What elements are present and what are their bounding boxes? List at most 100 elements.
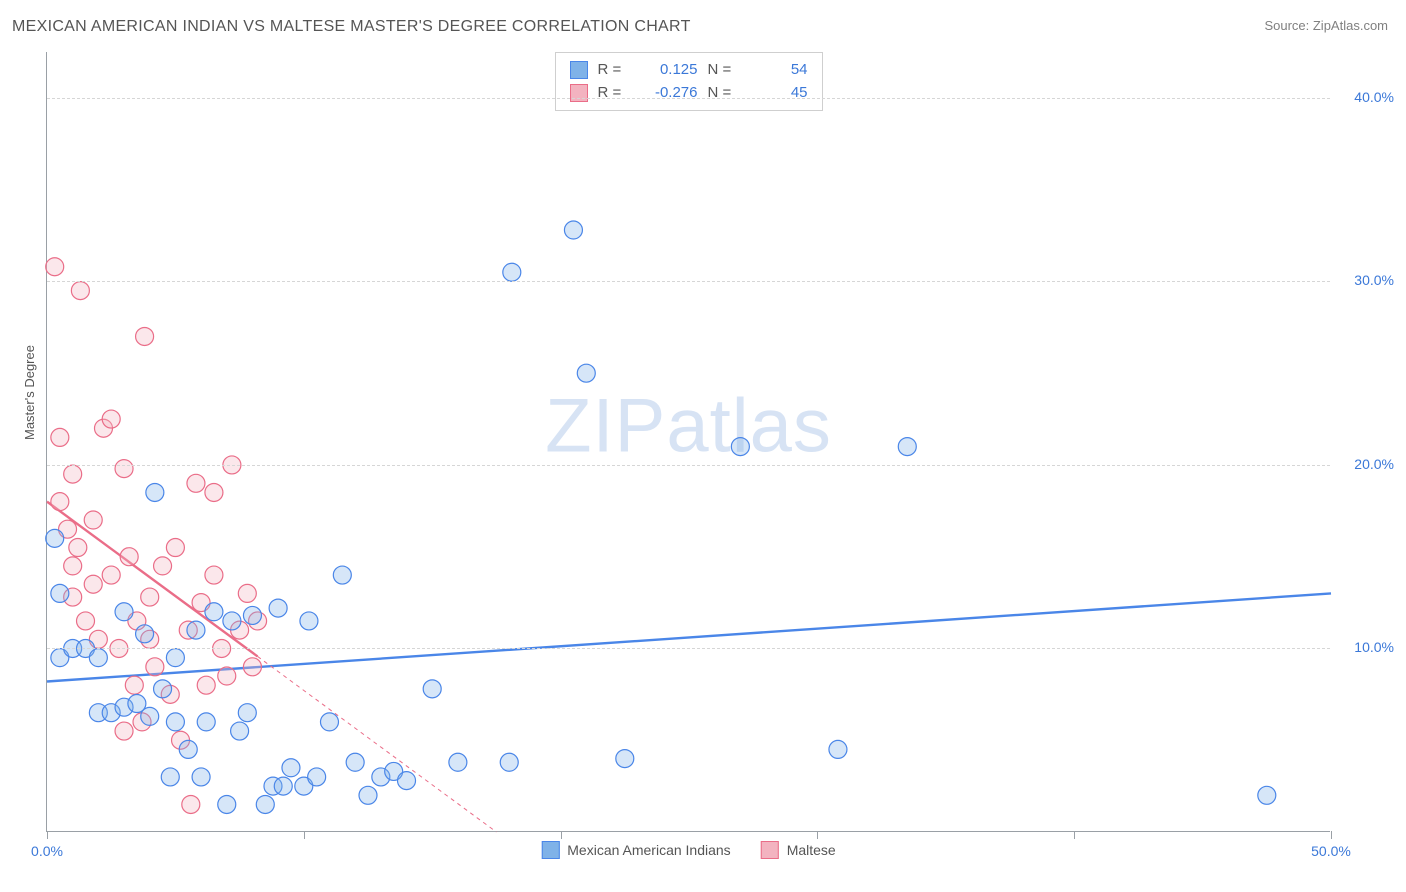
scatter-point (238, 584, 256, 602)
swatch-bottom-1 (541, 841, 559, 859)
r-label-2: R = (598, 82, 628, 105)
legend-label-2: Maltese (787, 842, 836, 858)
scatter-point (71, 282, 89, 300)
scatter-point (146, 658, 164, 676)
scatter-point (898, 438, 916, 456)
legend-label-1: Mexican American Indians (567, 842, 730, 858)
scatter-point (84, 511, 102, 529)
scatter-point (136, 327, 154, 345)
scatter-point (423, 680, 441, 698)
scatter-point (243, 658, 261, 676)
scatter-point (166, 649, 184, 667)
scatter-point (269, 599, 287, 617)
scatter-point (115, 722, 133, 740)
scatter-point (64, 557, 82, 575)
scatter-point (205, 566, 223, 584)
n-label-1: N = (708, 59, 738, 82)
r-label-1: R = (598, 59, 628, 82)
scatter-point (51, 428, 69, 446)
x-tick-mark (1074, 831, 1075, 839)
scatter-point (89, 649, 107, 667)
y-tick-label: 20.0% (1334, 456, 1394, 472)
scatter-point (333, 566, 351, 584)
scatter-point (102, 410, 120, 428)
scatter-point (161, 768, 179, 786)
legend-row-series-1: R = 0.125 N = 54 (570, 59, 808, 82)
gridline-h (47, 465, 1330, 466)
scatter-point (359, 786, 377, 804)
gridline-h (47, 98, 1330, 99)
x-tick-mark (817, 831, 818, 839)
swatch-series-1 (570, 61, 588, 79)
scatter-point (197, 713, 215, 731)
n-value-1: 54 (748, 59, 808, 82)
scatter-point (282, 759, 300, 777)
scatter-point (346, 753, 364, 771)
scatter-point (449, 753, 467, 771)
chart-svg (47, 52, 1330, 831)
legend-item-series-2: Maltese (761, 841, 836, 859)
series-legend: Mexican American Indians Maltese (541, 841, 835, 859)
scatter-point (182, 795, 200, 813)
plot-area: ZIPatlas R = 0.125 N = 54 R = -0.276 N =… (46, 52, 1330, 832)
scatter-point (51, 584, 69, 602)
scatter-point (398, 772, 416, 790)
scatter-point (154, 557, 172, 575)
scatter-point (731, 438, 749, 456)
scatter-point (125, 676, 143, 694)
scatter-point (115, 603, 133, 621)
r-value-1: 0.125 (638, 59, 698, 82)
scatter-point (300, 612, 318, 630)
swatch-series-2 (570, 84, 588, 102)
scatter-point (218, 667, 236, 685)
scatter-point (166, 539, 184, 557)
x-tick-mark (561, 831, 562, 839)
x-tick-mark (1331, 831, 1332, 839)
scatter-point (141, 588, 159, 606)
scatter-point (320, 713, 338, 731)
legend-row-series-2: R = -0.276 N = 45 (570, 82, 808, 105)
scatter-point (141, 707, 159, 725)
x-tick-mark (304, 831, 305, 839)
gridline-h (47, 648, 1330, 649)
y-axis-label: Master's Degree (22, 345, 37, 440)
scatter-point (192, 768, 210, 786)
chart-title: MEXICAN AMERICAN INDIAN VS MALTESE MASTE… (12, 18, 691, 36)
correlation-legend: R = 0.125 N = 54 R = -0.276 N = 45 (555, 52, 823, 111)
scatter-point (77, 612, 95, 630)
scatter-point (102, 566, 120, 584)
x-tick-mark (47, 831, 48, 839)
scatter-point (205, 483, 223, 501)
scatter-point (64, 465, 82, 483)
scatter-point (577, 364, 595, 382)
scatter-point (115, 460, 133, 478)
trend-line-extrapolated (258, 656, 497, 832)
scatter-point (69, 539, 87, 557)
scatter-point (308, 768, 326, 786)
scatter-point (231, 722, 249, 740)
scatter-point (120, 548, 138, 566)
scatter-point (223, 612, 241, 630)
scatter-point (46, 529, 64, 547)
scatter-point (274, 777, 292, 795)
scatter-point (205, 603, 223, 621)
scatter-point (500, 753, 518, 771)
r-value-2: -0.276 (638, 82, 698, 105)
scatter-point (243, 606, 261, 624)
scatter-point (238, 704, 256, 722)
y-tick-label: 40.0% (1334, 89, 1394, 105)
scatter-point (187, 621, 205, 639)
scatter-point (46, 258, 64, 276)
scatter-point (503, 263, 521, 281)
scatter-point (1258, 786, 1276, 804)
gridline-h (47, 281, 1330, 282)
scatter-point (187, 474, 205, 492)
scatter-point (218, 795, 236, 813)
scatter-point (564, 221, 582, 239)
scatter-point (166, 713, 184, 731)
y-tick-label: 10.0% (1334, 639, 1394, 655)
scatter-point (179, 740, 197, 758)
scatter-point (197, 676, 215, 694)
x-tick-label: 0.0% (31, 843, 63, 859)
scatter-point (829, 740, 847, 758)
